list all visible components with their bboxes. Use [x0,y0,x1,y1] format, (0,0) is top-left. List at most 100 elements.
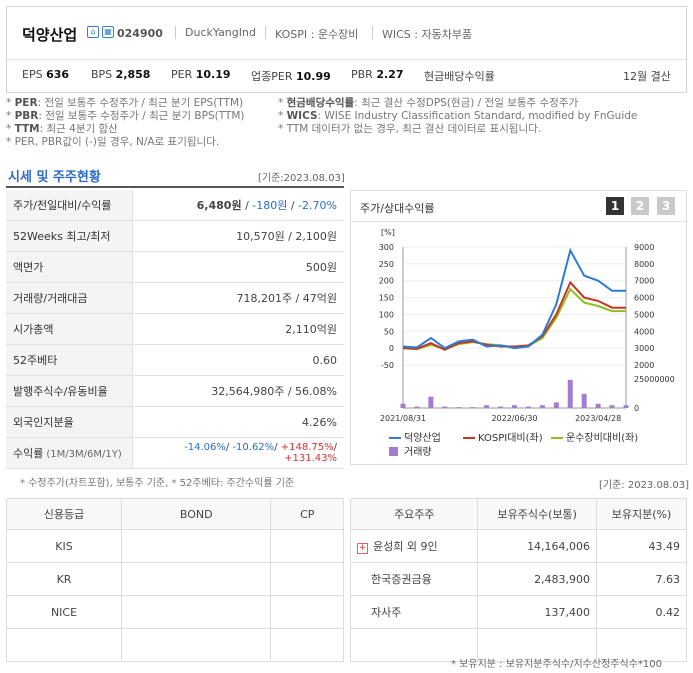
credit-agency: NICE [6,595,122,629]
bond-rating [120,529,272,563]
cp-rating [270,595,344,629]
eps-stat: EPS 636 [22,68,69,81]
note-ttm-key: TTM [14,123,40,135]
legend-swatch [389,447,398,456]
credit-rating-table: 신용등급 BOND CP KIS KR NICE [6,498,344,662]
price-row-label: 액면가 [6,251,133,283]
section-rule [6,186,344,188]
note-per-text: : 전일 보통주 수정주가 / 최근 분기 EPS(TTM) [37,97,244,109]
price-row-value: 32,564,980주 / 56.08% [132,375,344,407]
per-label: PER [171,68,193,81]
volume-bar [428,396,434,408]
holder-pct: 7.63 [596,562,687,596]
note-ttm-text: : 최근 4분기 합산 [39,123,118,135]
period-button-3[interactable]: 3 [657,197,675,215]
note-wics-key: WICS [286,110,318,122]
holders-footnote: * 보유지분 : 보유지분주식수/지수산정주식수*100 [451,659,662,670]
chart-canvas: [%] 300 250 200 150 100 50 0 -50 9000 8000 7000 6000… [379,228,675,458]
x-tick-label: 2021/08/31 [380,414,426,423]
price-row-label: 외국인지분율 [6,406,133,438]
volume-bar [525,406,531,408]
home-icon[interactable]: ⌂ [87,26,99,38]
expand-plus-icon[interactable]: + [357,543,368,554]
x-tick-label: 2022/06/30 [491,414,537,423]
holder-row: + 윤성희 외 9인 14,164,006 43.49 [349,529,687,563]
holder-name: 자사주 [371,606,402,619]
price-row-label: 수익률 (1M/3M/6M/1Y) [6,437,133,469]
holder-name: 윤성희 외 9인 [373,540,438,553]
holder-row: 한국증권금융 2,483,900 7.63 [349,562,687,596]
credit-agency: KIS [6,529,122,563]
series-line [402,280,626,351]
empty-cell [477,628,598,662]
industry-per-stat: 업종PER 10.99 [251,68,331,84]
volume-bar [595,403,601,408]
note-wics: * WICS: WISE Industry Classification Sta… [278,110,638,122]
cp-rating [270,628,344,662]
price-row-label-text: 주가/전일대비/수익률 [13,199,112,212]
holder-name: 한국증권금융 [371,573,432,586]
period-button-1[interactable]: 1 [606,197,624,215]
series-line [402,287,626,351]
price-row-label-text: 발행주식수/유동비율 [13,385,108,398]
volume-bar [539,405,545,408]
price-table-row: 발행주식수/유동비율 32,564,980주 / 56.08% [6,375,344,407]
price-row-label-text: 액면가 [13,261,44,274]
left-tick-label: 0 [389,344,394,353]
legend-label: 거래량 [404,446,432,458]
price-row-label: 주가/전일대비/수익률 [6,190,133,221]
right-tick-label: 3000 [634,344,654,353]
credit-header: 신용등급 [6,498,122,530]
building-icon[interactable]: ▦ [102,26,114,38]
bps-stat: BPS 2,858 [91,68,150,81]
holder-shares: 2,483,900 [477,562,598,596]
wics-category: WICS : 자동차부품 [382,28,473,41]
market-category: KOSPI : 운수장비 [275,28,359,41]
industry-per-value: 10.99 [295,70,331,83]
return-m1: -14.06% [184,442,226,453]
per-value: 10.19 [195,68,231,81]
price-chart-panel: 주가/상대수익률 1 2 3 [%] 300 250 200 150 100 50 0 -50 9… [350,190,687,465]
credit-agency [6,628,122,662]
left-tick-label: 50 [384,327,394,336]
section-title-accent: 시세 [8,170,32,185]
notes-left: * PER: 전일 보통주 수정주가 / 최근 분기 EPS(TTM) * PB… [6,97,276,149]
left-tick-label: -50 [381,361,394,370]
price-table-row: 외국인지분율 4.26% [6,406,344,438]
holder-name-cell: 한국증권금융 [349,562,479,596]
legend-label: 운수장비대비(좌) [566,432,638,444]
stock-code: 024900 [117,27,163,40]
note-dividend: * 현금배당수익률: 최근 결산 수정DPS(현금) / 전일 보통주 수정주가 [278,97,579,109]
return-m3: -10.62% [232,442,275,453]
separator: / [241,199,253,212]
credit-row [6,628,344,662]
note-pbr: * PBR: 전일 보통주 수정주가 / 최근 분기 BPS(TTM) [6,110,245,122]
bps-value: 2,858 [115,68,151,81]
fiscal-month: 12월 결산 [623,70,671,83]
holder-name-cell[interactable]: + 윤성희 외 9인 [349,529,479,563]
right-tick-label: 4000 [634,327,654,336]
price-table-row: 시가총액 2,110억원 [6,313,344,345]
pbr-stat: PBR 2.27 [351,68,403,81]
note-per: * PER: 전일 보통주 수정주가 / 최근 분기 EPS(TTM) [6,97,244,109]
price-row-label-text: 수익률 [13,447,44,460]
credit-row: KR [6,562,344,596]
chart-title: 주가/상대수익률 [360,202,435,215]
english-name: DuckYangInd [185,26,256,39]
price-table: 주가/전일대비/수익률 6,480원 / -180원 / -2.70% 52Week… [6,190,344,469]
volume-tick-label: 0 [634,404,639,413]
price-row-value: 10,570원 / 2,100원 [132,220,344,252]
price-change: -180원 [252,199,288,212]
price-row-label-sub: (1M/3M/6M/1Y) [46,449,122,460]
volume-bar [456,407,462,408]
period-button-2[interactable]: 2 [631,197,649,215]
separator: / [225,442,233,453]
price-row-label-text: 52Weeks 최고/최저 [13,230,111,243]
price-table-row: 주가/전일대비/수익률 6,480원 / -180원 / -2.70% [6,190,344,221]
divider [175,26,176,39]
volume-bar [553,402,559,408]
credit-row: NICE [6,595,344,629]
holder-row [349,628,687,662]
credit-row: KIS [6,529,344,563]
price-row-value: 6,480원 / -180원 / -2.70% [132,190,344,221]
